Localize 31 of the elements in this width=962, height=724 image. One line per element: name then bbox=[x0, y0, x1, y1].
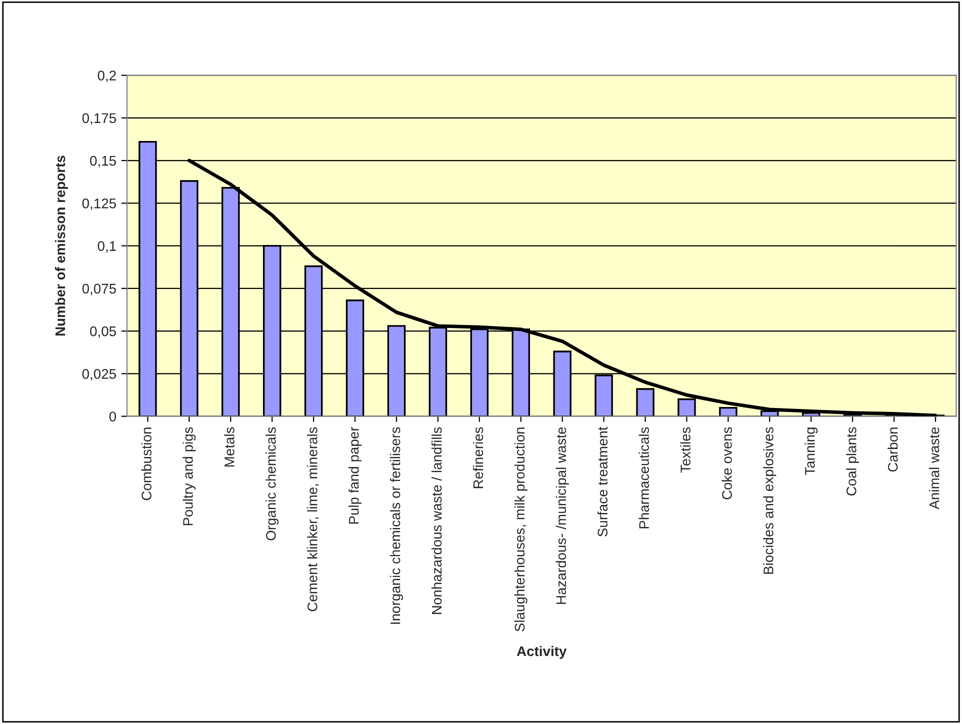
y-tick-label: 0,075 bbox=[82, 284, 116, 296]
x-tick-label: Pulp fand paper bbox=[348, 426, 362, 524]
y-tick-label: 0,2 bbox=[98, 70, 116, 82]
x-tick-label: Coke ovens bbox=[722, 427, 732, 500]
y-tick-label: 0,15 bbox=[90, 156, 116, 168]
x-tick-label: Biocides and explosives bbox=[763, 427, 776, 574]
x-tick-label: Animal waste bbox=[929, 427, 940, 510]
x-tick-label: Hazardous- /municipal waste bbox=[556, 427, 569, 604]
y-tick-label: 0,05 bbox=[90, 326, 116, 338]
x-tick-label: Textiles bbox=[680, 427, 690, 473]
x-tick-label: Surface treatment bbox=[597, 426, 608, 536]
y-tick-label: 0,175 bbox=[82, 113, 116, 125]
y-tick-label: 0,125 bbox=[82, 198, 116, 210]
x-tick-label: Tanning bbox=[804, 428, 818, 476]
x-tick-label: Organic chemicals bbox=[266, 427, 279, 540]
x-tick-label: Poultry and pigs bbox=[182, 427, 196, 526]
x-tick-label: Pharmaceuticals bbox=[638, 427, 649, 528]
x-tick-label: Combustion bbox=[141, 428, 152, 500]
x-tick-label: Cement klinker, lime, minerals bbox=[307, 427, 319, 612]
x-tick-label: Coal plants bbox=[846, 427, 860, 496]
y-tick-label: 0,1 bbox=[98, 241, 116, 253]
x-tick-label: Carbon bbox=[888, 428, 898, 472]
y-axis-title: Number of emisson reports bbox=[54, 156, 68, 336]
x-axis-title: Activity bbox=[516, 646, 567, 659]
y-tick-label: 0,025 bbox=[82, 369, 116, 380]
x-tick-label: Inorganic chemicals or fertilisers bbox=[390, 427, 403, 624]
x-tick-label: Slaughterhouses, milk production bbox=[514, 428, 528, 632]
x-tick-label: Nonhazardous waste / landfills bbox=[431, 427, 442, 614]
y-tick-label: 0 bbox=[109, 412, 116, 422]
x-tick-label: Metals bbox=[224, 427, 234, 466]
x-tick-label: Refineries bbox=[472, 427, 484, 488]
